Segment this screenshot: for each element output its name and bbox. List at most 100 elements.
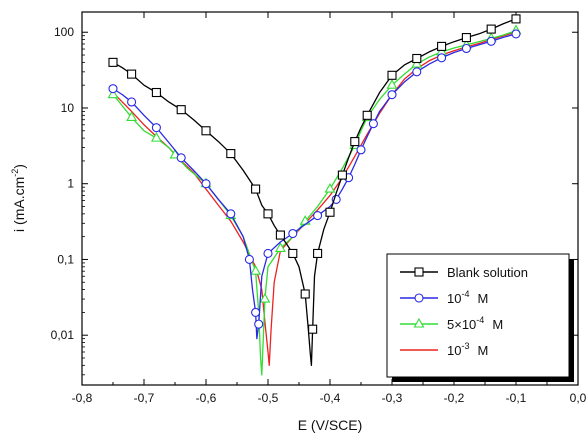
data-point: [313, 210, 323, 221]
y-tick-label: 0,1: [57, 252, 74, 266]
legend-label-sup: -4: [476, 315, 484, 325]
data-point: [387, 90, 397, 100]
data-point: [368, 119, 378, 129]
data-point: [275, 230, 285, 240]
legend-item: Blank solution: [400, 265, 528, 280]
data-point: [313, 248, 323, 259]
legend-marker: [413, 317, 425, 328]
data-point: [201, 126, 211, 136]
data-point: [251, 184, 261, 194]
data-point: [126, 111, 138, 121]
x-tick-label: -0,4: [320, 391, 341, 405]
x-tick-label: -0,6: [196, 391, 217, 405]
data-point: [437, 53, 447, 63]
data-point: [461, 43, 471, 54]
data-point: [226, 149, 236, 159]
x-tick-label: -0,5: [258, 391, 279, 405]
data-point: [362, 110, 372, 120]
series-1: [108, 29, 521, 340]
data-point: [176, 153, 186, 163]
data-point: [308, 324, 318, 334]
legend-marker: [414, 293, 424, 303]
legend-label: Blank solution: [447, 265, 528, 280]
x-tick-label: -0,7: [134, 391, 155, 405]
data-point: [486, 24, 496, 34]
data-point: [325, 207, 335, 217]
legend-label-unit: M: [492, 317, 503, 332]
data-point: [151, 123, 161, 133]
data-point: [412, 53, 422, 64]
data-point: [151, 87, 161, 98]
legend-label: 10-4 M: [447, 289, 488, 306]
x-axis-title: E (V/SCE): [298, 417, 363, 433]
data-point: [511, 14, 521, 24]
data-point: [300, 289, 310, 299]
data-point: [511, 29, 521, 39]
data-point: [201, 179, 211, 189]
data-point: [411, 57, 423, 68]
data-point: [288, 228, 298, 239]
y-axis-title-base: i (mA.cm: [11, 177, 27, 232]
data-point: [350, 137, 360, 147]
legend-label-base: 10: [447, 343, 461, 358]
data-point: [437, 41, 447, 51]
legend-item: 5×10-4 M: [400, 315, 503, 332]
data-point: [356, 145, 366, 155]
data-point: [251, 307, 261, 317]
data-point: [259, 292, 271, 303]
data-point: [486, 36, 496, 46]
y-tick-label: 10: [61, 101, 75, 115]
data-point: [274, 242, 286, 252]
legend-label-sup: -3: [461, 341, 469, 351]
legend-label: 5×10-4 M: [447, 315, 503, 332]
y-axis-title-sup: -2: [10, 169, 20, 177]
y-tick-label: 1: [67, 177, 74, 191]
legend-marker: [414, 267, 424, 277]
series-layer: [107, 14, 522, 376]
y-axis-title-close: ): [11, 164, 27, 169]
legend-item: 10-3 M: [400, 341, 488, 358]
x-tick-label: -0,1: [506, 391, 527, 405]
series-0: [108, 14, 521, 366]
x-tick-label: -0,2: [444, 391, 465, 405]
legend-label-unit: M: [477, 291, 488, 306]
data-point: [412, 67, 422, 77]
x-tick-label: 0,0: [570, 391, 586, 405]
y-axis-ticks: 0,01 0,1 1 10 100: [51, 25, 578, 376]
data-point: [324, 182, 336, 193]
data-point: [288, 248, 298, 259]
x-tick-label: -0,8: [72, 391, 93, 405]
data-point: [387, 70, 397, 80]
legend-label-base: 5×10: [447, 317, 476, 332]
svg-text:i (mA.cm-2): i (mA.cm-2): [10, 164, 27, 232]
data-point: [127, 69, 137, 79]
x-tick-label: -0,3: [382, 391, 403, 405]
legend-item: 10-4 M: [400, 289, 488, 306]
data-point: [244, 254, 254, 265]
data-point: [386, 79, 398, 89]
data-point: [108, 84, 118, 94]
legend-label-unit: M: [477, 343, 488, 358]
data-point: [176, 105, 186, 115]
data-point: [108, 57, 118, 67]
series-line: [112, 33, 517, 340]
data-point: [263, 248, 273, 259]
legend-label-base: 10: [447, 291, 461, 306]
y-tick-label: 100: [54, 25, 74, 39]
x-axis-ticks: -0,8 -0,7 -0,6 -0,5 -0,4 -0,3 -0,2 -0,1 0,0: [72, 12, 586, 405]
legend-label-sup: -4: [461, 289, 469, 299]
data-point: [254, 319, 264, 329]
data-point: [461, 33, 471, 43]
y-axis-title: i (mA.cm-2): [10, 164, 27, 232]
data-point: [337, 170, 347, 180]
data-point: [226, 209, 236, 219]
data-point: [107, 88, 119, 99]
legend-label: 10-3 M: [447, 341, 488, 358]
data-point: [127, 97, 137, 107]
data-point: [250, 265, 262, 275]
data-point: [150, 131, 162, 142]
y-tick-label: 0,01: [51, 328, 75, 342]
